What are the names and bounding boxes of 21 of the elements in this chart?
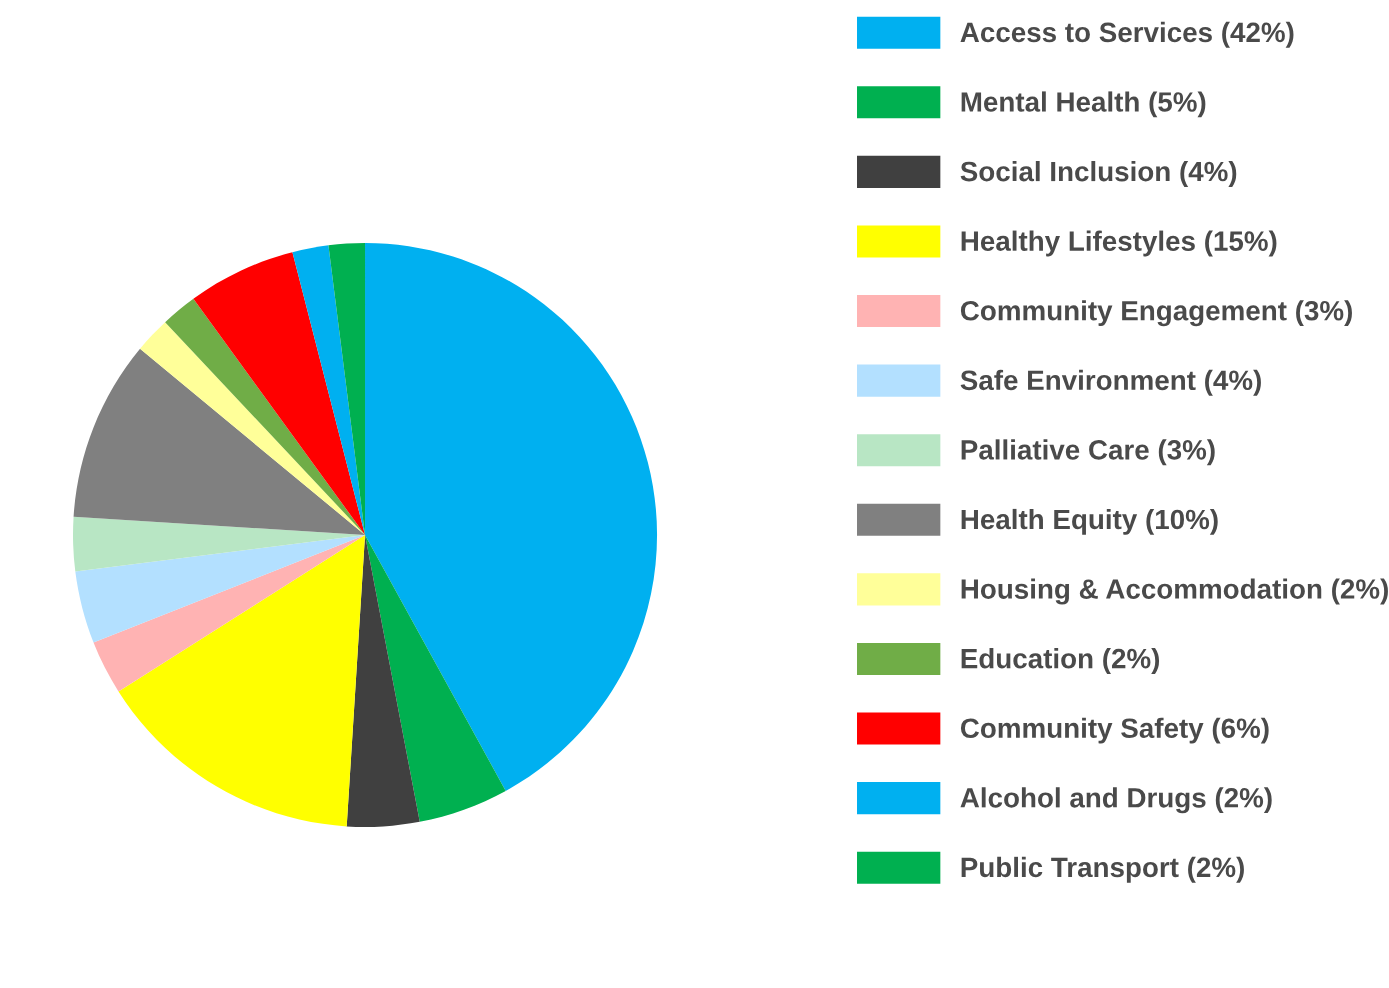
legend-label: Education (2%) (961, 648, 1160, 674)
legend-label: Alcohol and Drugs (2%) (960, 787, 1272, 814)
pie-slice (75, 535, 366, 643)
pie-slice (73, 348, 366, 535)
pie-slice (365, 535, 506, 822)
legend-label: Community Safety (6%) (960, 717, 1269, 744)
legend-label: Housing & Accommodation (2%) (961, 578, 1388, 605)
legend-label: Mental Health (5%) (961, 91, 1206, 118)
legend-label: Community Engagement (3%) (960, 300, 1352, 327)
legend-label: Public Transport (2%) (961, 856, 1244, 883)
pie-slice (193, 252, 366, 535)
legend-label: Palliative Care (3%) (961, 439, 1215, 466)
pie-slice (346, 535, 420, 828)
legend-label: Safe Environment (4%) (960, 369, 1261, 396)
legend-label: Access to Services (42%) (960, 21, 1294, 48)
legend-label: Health Equity (10%) (961, 508, 1218, 535)
pie-slice (93, 535, 366, 692)
pie-slice (140, 322, 366, 535)
pie-slice (118, 535, 366, 827)
legend-label: Social Inclusion (4%) (960, 160, 1237, 187)
legend-label: Healthy Lifestyles (15%) (961, 230, 1277, 257)
